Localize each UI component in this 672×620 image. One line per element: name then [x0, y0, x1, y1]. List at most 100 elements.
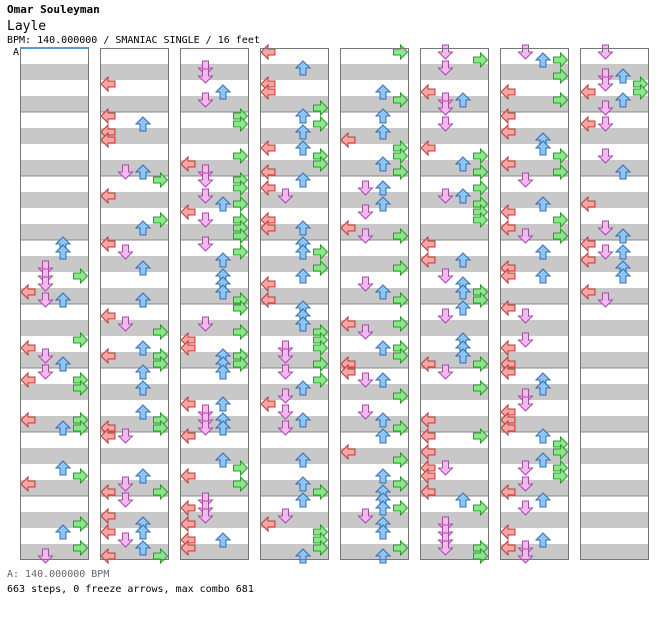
right-arrow [473, 163, 489, 181]
up-arrow [294, 220, 312, 236]
up-arrow [134, 116, 152, 132]
left-arrow [580, 195, 596, 213]
down-arrow [357, 324, 374, 340]
left-arrow [500, 539, 516, 557]
right-arrow [313, 539, 329, 557]
beat-stripe [340, 288, 409, 304]
up-arrow [134, 380, 152, 396]
up-arrow [54, 460, 72, 476]
beat-stripe [260, 160, 329, 176]
beat-stripe [100, 96, 169, 112]
beat-stripe [580, 64, 649, 80]
chart-info: BPM: 140.000000 / SMANIAC SINGLE / 16 fe… [7, 35, 260, 46]
beat-stripe [20, 480, 89, 496]
left-arrow [100, 507, 116, 525]
beat-stripe [180, 160, 249, 176]
up-arrow [134, 164, 152, 180]
beat-stripe [20, 544, 89, 560]
down-arrow [197, 68, 214, 84]
beat-stripe [100, 480, 169, 496]
down-arrow [117, 316, 134, 332]
song-title: Layle [7, 19, 47, 34]
left-arrow [580, 235, 596, 253]
left-arrow [180, 339, 196, 357]
beat-stripe [20, 416, 89, 432]
up-arrow [614, 164, 632, 180]
down-arrow [277, 404, 294, 420]
beat-stripe [500, 416, 569, 432]
up-arrow [294, 268, 312, 284]
right-arrow [393, 315, 409, 333]
left-arrow [340, 363, 356, 381]
left-arrow [260, 515, 276, 533]
left-arrow [20, 283, 36, 301]
beat-stripe [580, 224, 649, 240]
up-arrow [294, 140, 312, 156]
up-arrow [294, 108, 312, 124]
up-arrow [134, 260, 152, 276]
left-arrow [500, 363, 516, 381]
left-arrow [100, 483, 116, 501]
chart-column [100, 48, 169, 565]
left-arrow [20, 411, 36, 429]
up-arrow [454, 92, 472, 108]
beat-stripe [20, 512, 89, 528]
beat-stripe [580, 512, 649, 528]
up-arrow [374, 428, 392, 444]
left-arrow [420, 139, 436, 157]
down-arrow [597, 44, 614, 60]
beat-stripe [420, 256, 489, 272]
beat-stripe [340, 256, 409, 272]
down-arrow [597, 292, 614, 308]
left-arrow [260, 291, 276, 309]
up-arrow [374, 180, 392, 196]
right-arrow [233, 227, 249, 245]
left-arrow [180, 467, 196, 485]
right-arrow [393, 539, 409, 557]
down-arrow [117, 476, 134, 492]
left-arrow [420, 467, 436, 485]
beat-stripe [420, 320, 489, 336]
right-arrow [313, 483, 329, 501]
left-arrow [340, 219, 356, 237]
left-arrow [100, 107, 116, 125]
left-arrow [20, 371, 36, 389]
right-arrow [393, 259, 409, 277]
beat-stripe [340, 544, 409, 560]
right-arrow [73, 419, 89, 437]
right-arrow [393, 451, 409, 469]
right-arrow [393, 147, 409, 165]
up-arrow [374, 372, 392, 388]
left-arrow [340, 131, 356, 149]
up-arrow [454, 252, 472, 268]
up-arrow [134, 540, 152, 556]
beat-stripe [20, 320, 89, 336]
up-arrow [614, 244, 632, 260]
right-arrow [233, 115, 249, 133]
beat-stripe [20, 384, 89, 400]
up-arrow [374, 468, 392, 484]
up-arrow [214, 532, 232, 548]
beat-stripe [500, 544, 569, 560]
down-arrow [357, 508, 374, 524]
up-arrow [534, 380, 552, 396]
right-arrow [73, 467, 89, 485]
left-arrow [580, 115, 596, 133]
beat-stripe [260, 96, 329, 112]
up-arrow [374, 524, 392, 540]
left-arrow [500, 123, 516, 141]
up-arrow [54, 244, 72, 260]
right-arrow [153, 355, 169, 373]
left-arrow [100, 75, 116, 93]
beat-stripe [180, 128, 249, 144]
left-arrow [260, 139, 276, 157]
down-arrow [357, 404, 374, 420]
beat-stripe [580, 352, 649, 368]
beat-stripe [100, 64, 169, 80]
beat-stripe [580, 544, 649, 560]
beat-stripe [580, 448, 649, 464]
right-arrow [233, 299, 249, 317]
left-arrow [260, 179, 276, 197]
up-arrow [534, 52, 552, 68]
right-arrow [313, 99, 329, 117]
